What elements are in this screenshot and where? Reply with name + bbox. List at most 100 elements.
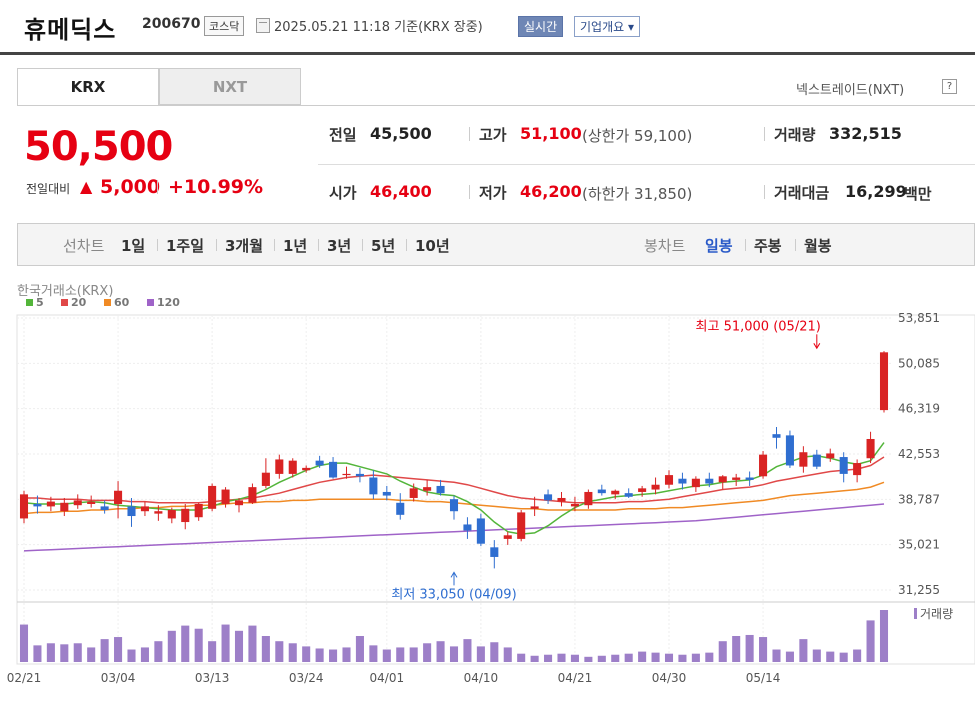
calendar-icon xyxy=(256,18,270,33)
candle-body xyxy=(140,506,149,512)
open-value: 46,400 xyxy=(370,182,432,201)
legend-swatch xyxy=(147,299,154,306)
nxt-link[interactable]: 넥스트레이드(NXT) xyxy=(796,83,905,98)
volume-bar xyxy=(611,654,620,662)
legend-ma120: 120 xyxy=(147,296,180,309)
candle-weekly[interactable]: 주봉 xyxy=(754,237,782,255)
candle-body xyxy=(866,438,875,459)
y-tick-label: 31,255 xyxy=(898,583,940,597)
volume-bar xyxy=(759,637,768,662)
candle-body xyxy=(167,510,176,519)
period-1y[interactable]: 1년 xyxy=(283,237,308,255)
volume-bar xyxy=(288,643,297,662)
volume-bar xyxy=(879,610,889,662)
volume-bar xyxy=(584,656,593,662)
divider xyxy=(157,180,158,194)
candle-body xyxy=(436,485,445,494)
candle-body xyxy=(46,501,55,507)
ma-line-120 xyxy=(23,503,885,552)
volume-bar xyxy=(463,639,472,662)
candle-body xyxy=(638,488,647,492)
volume-bar xyxy=(772,649,781,662)
volume-bar xyxy=(530,655,539,662)
volume-bar xyxy=(557,653,566,662)
current-price: 50,500 xyxy=(24,124,173,170)
volume-bar xyxy=(866,620,875,662)
tab-nxt[interactable]: NXT xyxy=(159,68,301,105)
candle-monthly[interactable]: 월봉 xyxy=(804,237,832,255)
quote-datetime: 2025.05.21 11:18 기준(KRX 장중) xyxy=(274,20,483,35)
legend-ma20: 20 xyxy=(61,296,86,309)
legend-label: 20 xyxy=(71,296,87,309)
y-tick-label: 53,851 xyxy=(898,311,940,325)
period-5y[interactable]: 5년 xyxy=(371,237,396,255)
change-label: 전일대비 xyxy=(26,182,71,196)
volume-bar xyxy=(785,651,794,662)
upper-limit: (상한가 59,100) xyxy=(582,127,693,145)
volume-bar xyxy=(221,624,230,662)
period-1d[interactable]: 1일 xyxy=(121,237,146,255)
legend-label: 5 xyxy=(36,296,44,309)
candle-body xyxy=(342,473,351,476)
legend-ma5: 5 xyxy=(26,296,44,309)
candle-body xyxy=(463,524,472,531)
volume-bar xyxy=(423,643,432,662)
volume-bar xyxy=(409,647,418,662)
volume-bar xyxy=(369,645,378,662)
price-chart[interactable]: 53,851 50,085 46,319 42,553 38,787 35,021 31,2… xyxy=(0,310,975,702)
period-1w[interactable]: 1주일 xyxy=(166,237,205,255)
candle-body xyxy=(611,490,620,495)
candle-body xyxy=(19,494,29,519)
change-amount: 5,000 xyxy=(100,176,161,198)
period-10y[interactable]: 10년 xyxy=(415,237,450,255)
amount-label: 거래대금 xyxy=(774,184,830,202)
candle-body xyxy=(181,508,190,523)
volume-bar xyxy=(651,652,660,662)
company-overview-dropdown[interactable]: 기업개요 ▾ xyxy=(574,16,640,37)
divider xyxy=(469,127,470,141)
volume-bar xyxy=(449,646,459,662)
y-tick-label: 46,319 xyxy=(898,402,940,416)
candle-body xyxy=(194,503,203,518)
candle-body xyxy=(584,491,593,506)
realtime-button[interactable]: 실시간 xyxy=(518,16,564,37)
stock-name: 휴메딕스 xyxy=(24,16,117,44)
candle-daily[interactable]: 일봉 xyxy=(705,237,733,255)
volume-bar xyxy=(691,653,700,662)
low-annotation: 최저 33,050 (04/09) xyxy=(391,587,516,602)
candle-body xyxy=(275,459,284,474)
period-3y[interactable]: 3년 xyxy=(327,237,352,255)
up-triangle-icon: ▲ xyxy=(80,177,93,196)
candle-body xyxy=(517,512,526,539)
candle-body xyxy=(154,511,163,514)
candle-body xyxy=(691,478,700,488)
y-tick-label: 35,021 xyxy=(898,538,940,552)
amount-value: 16,299 xyxy=(845,182,907,201)
period-3m[interactable]: 3개월 xyxy=(225,237,264,255)
candle-body xyxy=(772,434,781,438)
volume-bar xyxy=(678,654,687,662)
tab-krx[interactable]: KRX xyxy=(17,68,159,105)
legend-label: 60 xyxy=(114,296,130,309)
volume-bar xyxy=(167,630,176,662)
volume-bar xyxy=(839,652,848,662)
divider xyxy=(764,127,765,141)
help-icon[interactable]: ? xyxy=(942,79,957,94)
candle-body xyxy=(530,506,539,509)
volume-legend-swatch xyxy=(914,608,917,619)
candle-body xyxy=(261,472,270,486)
volume-bar xyxy=(342,647,351,662)
candle-body xyxy=(812,454,821,467)
volume-legend-label: 거래량 xyxy=(920,607,953,621)
x-tick-label: 04/30 xyxy=(652,671,687,685)
page-header xyxy=(0,0,975,55)
candle-body xyxy=(759,454,768,477)
high-label: 고가 xyxy=(479,126,507,144)
candle-body xyxy=(288,460,297,474)
x-tick-label: 05/14 xyxy=(746,671,781,685)
volume-bar xyxy=(154,641,163,662)
candle-body xyxy=(785,435,794,466)
volume-bar xyxy=(73,643,82,662)
candle-body xyxy=(826,453,835,459)
volume-bar xyxy=(60,644,69,662)
